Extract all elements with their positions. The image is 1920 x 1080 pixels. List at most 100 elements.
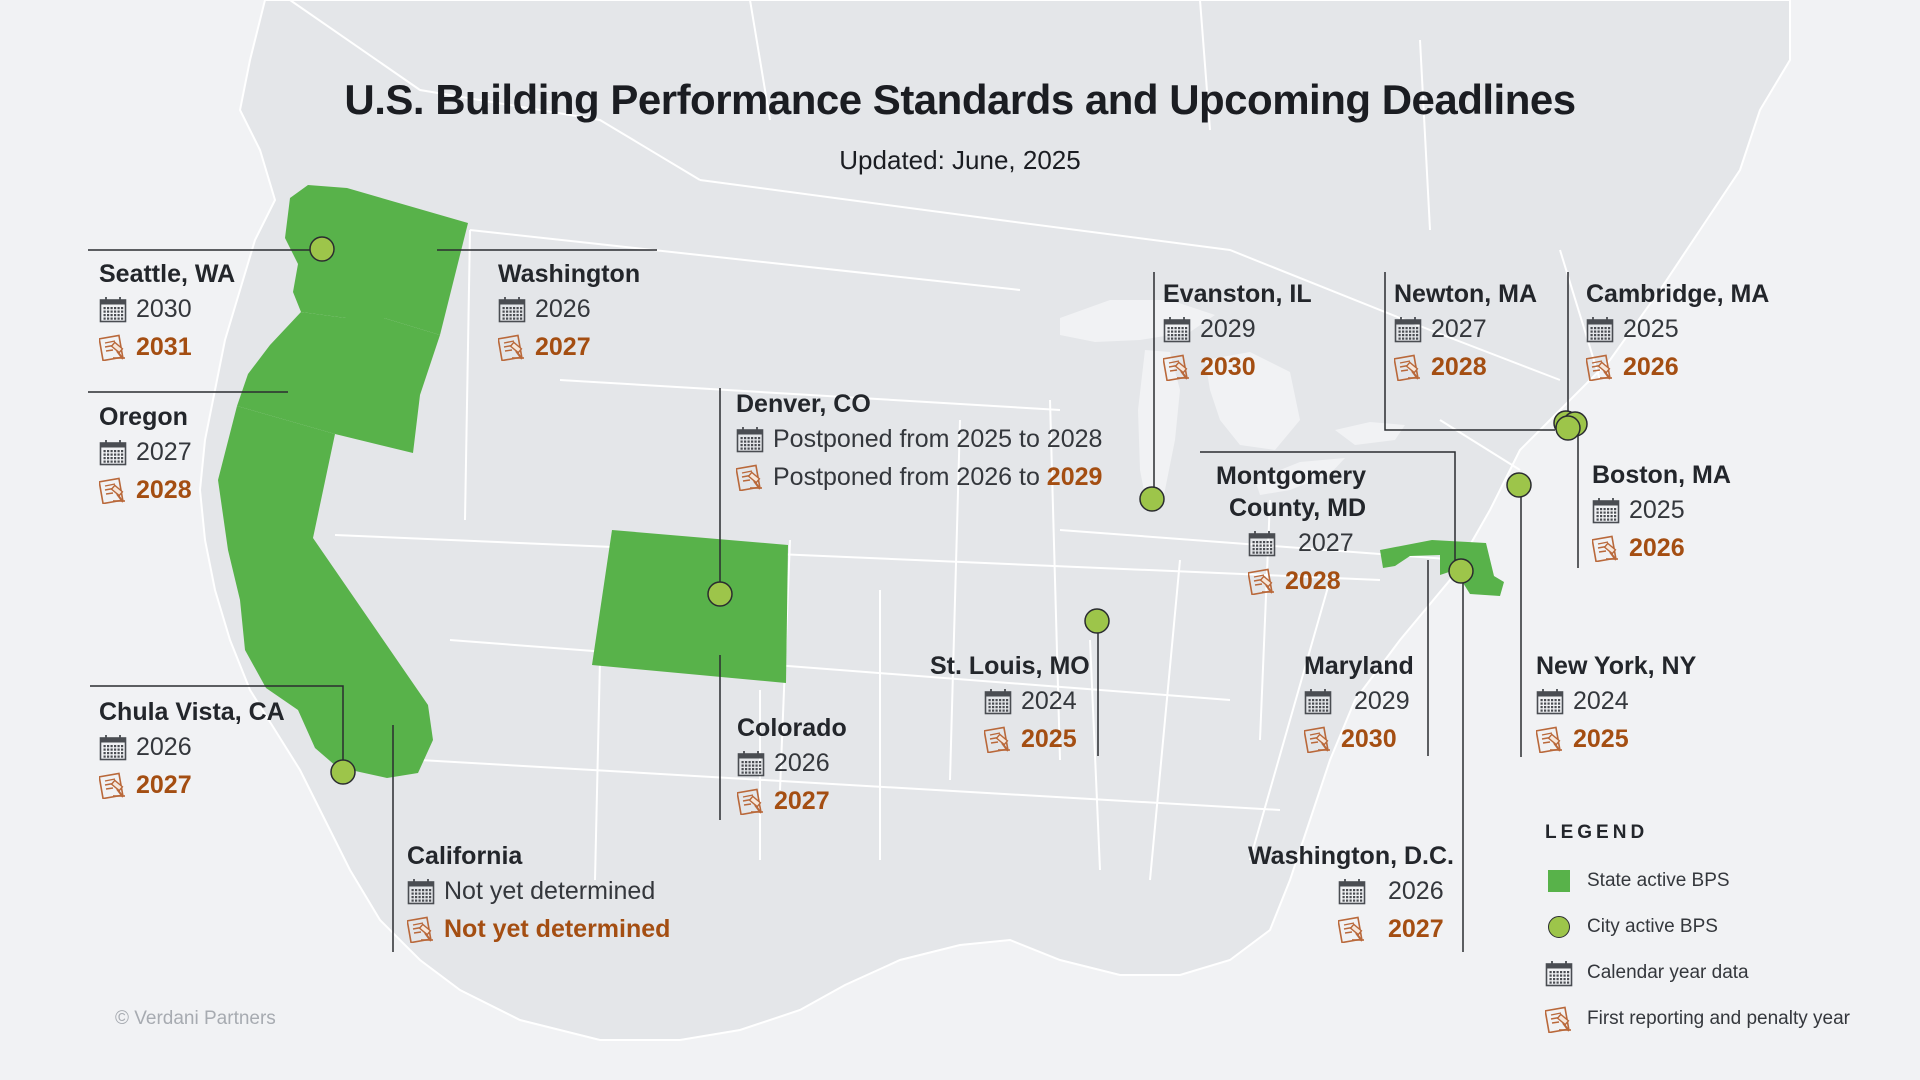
location-washington: Washington 2026 2027	[497, 258, 641, 366]
penalty-year: 2026	[1629, 533, 1685, 562]
location-dc: Washington, D.C. 2026 2027	[1248, 840, 1454, 948]
location-california: California Not yet determined Not yet de…	[406, 840, 670, 948]
penalty-year: 2030	[1200, 352, 1256, 381]
report-penalty-icon	[1162, 354, 1191, 381]
report-penalty-icon	[98, 334, 127, 361]
legend-label: Calendar year data	[1587, 962, 1749, 983]
calendar-icon	[1536, 688, 1564, 715]
legend-item-reporting: First reporting and penalty year	[1544, 996, 1850, 1042]
penalty-year: 2027	[774, 786, 830, 815]
green-square-icon	[1545, 867, 1573, 895]
penalty-year: 2030	[1341, 724, 1397, 753]
calendar-icon	[736, 426, 764, 453]
legend-label: First reporting and penalty year	[1587, 1008, 1850, 1029]
penalty-year: 2028	[1285, 566, 1341, 595]
lake-erie	[1255, 458, 1345, 495]
location-name: Newton, MA	[1394, 280, 1538, 308]
marker-stlouis	[1084, 608, 1110, 634]
location-name: Denver, CO	[736, 390, 871, 418]
legend-item-calendar: Calendar year data	[1545, 950, 1850, 996]
location-name: St. Louis, MO	[930, 652, 1090, 680]
report-penalty-icon	[497, 334, 526, 361]
report-penalty-icon	[1337, 916, 1366, 943]
report-penalty-icon	[1303, 726, 1332, 753]
calendar-year: 2029	[1354, 686, 1410, 715]
calendar-year: 2029	[1200, 314, 1256, 343]
map-title: U.S. Building Performance Standards and …	[344, 76, 1576, 123]
location-maryland: Maryland 2029 2030	[1303, 650, 1414, 758]
calendar-icon	[1248, 530, 1276, 557]
legend-label: City active BPS	[1587, 916, 1718, 937]
location-name: Seattle, WA	[99, 260, 236, 288]
location-newyork: New York, NY 2024 2025	[1535, 650, 1697, 758]
penalty-year: 2029	[1046, 462, 1103, 491]
location-montgomery: Montgomery County, MD 2027 2028	[1196, 460, 1366, 600]
report-penalty-icon	[736, 788, 765, 815]
location-name: Oregon	[99, 403, 188, 431]
location-cambridge: Cambridge, MA 2025 2026	[1585, 278, 1769, 386]
state-california	[218, 406, 433, 778]
calendar-year: 2024	[1573, 686, 1629, 715]
state-oregon	[237, 312, 440, 453]
calendar-year: 2026	[774, 748, 830, 777]
report-penalty-icon	[1535, 726, 1564, 753]
penalty-year: 2027	[535, 332, 591, 361]
calendar-year: 2027	[136, 437, 192, 466]
penalty-year: 2028	[136, 475, 192, 504]
report-penalty-icon	[1247, 568, 1276, 595]
calendar-icon	[1586, 316, 1614, 343]
location-name: Boston, MA	[1592, 461, 1731, 489]
penalty-year: 2025	[1021, 724, 1077, 753]
calendar-icon	[407, 878, 435, 905]
state-maryland	[1380, 540, 1504, 596]
calendar-year: 2027	[1298, 528, 1354, 557]
marker-chulavista	[330, 759, 356, 785]
penalty-year: 2027	[1388, 914, 1444, 943]
calendar-icon	[99, 439, 127, 466]
state-washington	[285, 185, 468, 335]
marker-seattle	[309, 236, 335, 262]
report-penalty-icon	[1585, 354, 1614, 381]
penalty-year: 2027	[136, 770, 192, 799]
map-legend: LEGEND State active BPS City active BPS …	[1544, 822, 1850, 1042]
calendar-icon	[984, 688, 1012, 715]
state-colorado	[592, 530, 788, 683]
location-name: Washington	[498, 260, 641, 288]
calendar-year: Not yet determined	[444, 876, 656, 905]
report-penalty-icon	[1393, 354, 1422, 381]
calendar-icon	[737, 750, 765, 777]
marker-newyork	[1506, 472, 1532, 498]
calendar-year: 2024	[1021, 686, 1077, 715]
map-subtitle: Updated: June, 2025	[839, 145, 1081, 175]
report-penalty-icon	[98, 477, 127, 504]
green-circle-icon	[1545, 913, 1573, 941]
state-borders	[289, 0, 1601, 881]
location-colorado: Colorado 2026 2027	[736, 712, 847, 820]
location-name: Colorado	[737, 714, 847, 742]
location-evanston: Evanston, IL 2029 2030	[1162, 278, 1312, 386]
legend-item-state: State active BPS	[1545, 858, 1850, 904]
location-name: California	[407, 842, 523, 870]
calendar-icon	[1592, 497, 1620, 524]
location-name: New York, NY	[1536, 652, 1697, 680]
penalty-year: 2031	[136, 332, 192, 361]
report-penalty-icon	[1544, 1006, 1573, 1033]
calendar-year: Postponed from 2025 to 2028	[773, 424, 1103, 453]
penalty-prefix: Postponed from 2026 to	[773, 462, 1047, 491]
calendar-year: 2025	[1623, 314, 1679, 343]
location-denver: Denver, CO Postponed from 2025 to 2028 P…	[735, 388, 1103, 496]
legend-label: State active BPS	[1587, 870, 1730, 891]
report-penalty-icon	[735, 464, 764, 491]
calendar-icon	[498, 296, 526, 323]
calendar-year: 2025	[1629, 495, 1685, 524]
calendar-icon	[99, 296, 127, 323]
penalty-year: 2026	[1623, 352, 1679, 381]
marker-evanston	[1139, 486, 1165, 512]
location-oregon: Oregon 2027 2028	[98, 401, 192, 509]
penalty-year: 2025	[1573, 724, 1629, 753]
location-newton: Newton, MA 2027 2028	[1393, 278, 1538, 386]
location-name: Chula Vista, CA	[99, 698, 285, 726]
calendar-icon	[1163, 316, 1191, 343]
